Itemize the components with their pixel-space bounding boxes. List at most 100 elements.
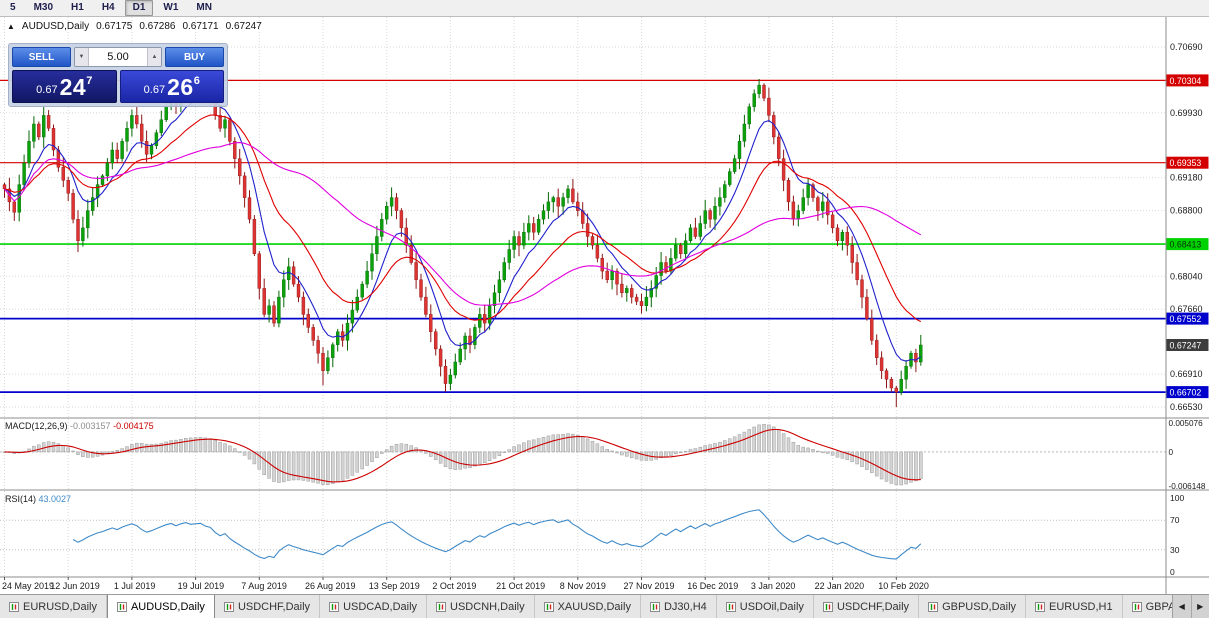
svg-text:2 Oct 2019: 2 Oct 2019 [432, 581, 476, 591]
tab-gbpusd-daily[interactable]: GBPUSD,Daily [919, 595, 1027, 618]
tab-label: GBPAUD,H1 [1145, 600, 1172, 613]
main-chart[interactable]: 0.70690 0.69930 0.69180 0.68800 0.68040 0.676… [0, 17, 1209, 594]
timeframe-button-m30[interactable]: M30 [33, 2, 54, 13]
tab-xauusd-daily[interactable]: XAUUSD,Daily [535, 595, 641, 618]
tab-usdcad-daily[interactable]: USDCAD,Daily [320, 595, 428, 618]
tab-label: DJ30,H4 [663, 600, 707, 613]
tab-eurusd-h1[interactable]: EURUSD,H1 [1026, 595, 1123, 618]
panel-separators [0, 17, 1209, 594]
price-axis: 0.70690 0.69930 0.69180 0.68800 0.68040 0.676… [1166, 42, 1209, 577]
quote-high: 0.67286 [139, 21, 176, 32]
ask-price-prefix: 0.67 [143, 84, 166, 96]
ask-price-pip: 6 [193, 75, 200, 87]
svg-text:13 Sep 2019: 13 Sep 2019 [369, 581, 420, 591]
chart-icon [649, 601, 660, 612]
svg-text:100: 100 [1170, 493, 1184, 503]
moving-average-lines [4, 95, 922, 362]
tab-label: XAUUSD,Daily [557, 600, 631, 613]
chart-icon [543, 601, 554, 612]
svg-text:0: 0 [1169, 448, 1174, 457]
tab-label: EURUSD,Daily [23, 600, 97, 613]
svg-text:26 Aug 2019: 26 Aug 2019 [305, 581, 356, 591]
tabs-scroll-right-button[interactable]: ▶ [1190, 595, 1209, 618]
svg-text:0.70690: 0.70690 [1170, 42, 1203, 52]
volume-input[interactable]: 5.00 [107, 51, 129, 63]
svg-text:0.67660: 0.67660 [1170, 304, 1203, 314]
chart-icon [928, 601, 939, 612]
timeframe-button-h1[interactable]: H1 [71, 2, 84, 13]
svg-text:0.005076: 0.005076 [1169, 419, 1204, 428]
tab-label: USDCNH,Daily [450, 600, 525, 613]
timeframe-button-w1[interactable]: W1 [163, 2, 179, 13]
horizontal-level-lines[interactable] [0, 79, 1166, 394]
svg-text:0.67247: 0.67247 [1170, 341, 1202, 351]
chart-icon [822, 601, 833, 612]
svg-text:0.68800: 0.68800 [1170, 206, 1203, 216]
timeframe-toolbar: 5 M30 H1 H4 D1 W1 MN [0, 0, 1209, 17]
svg-text:0.69930: 0.69930 [1170, 108, 1203, 118]
chart-icon [1035, 601, 1046, 612]
timeframe-button-mn[interactable]: MN [196, 2, 212, 13]
svg-text:0.70304: 0.70304 [1170, 76, 1202, 86]
indicator-labels: MACD(12,26,9) -0.003157 -0.004175 RSI(14)… [5, 421, 154, 504]
tab-label: GBPUSD,Daily [942, 600, 1017, 613]
tab-scroll-buttons: ◀ ▶ [1172, 595, 1209, 618]
svg-text:0.66702: 0.66702 [1170, 388, 1202, 398]
quote-open: 0.67175 [96, 21, 133, 32]
ask-price-digits: 26 [167, 74, 194, 100]
svg-text:0.67552: 0.67552 [1170, 314, 1202, 324]
svg-text:0.68413: 0.68413 [1170, 240, 1202, 250]
svg-text:3 Jan 2020: 3 Jan 2020 [751, 581, 796, 591]
quote-close: 0.67247 [225, 21, 262, 32]
tab-label: AUDUSD,Daily [130, 600, 205, 613]
svg-text:-0.006148: -0.006148 [1169, 482, 1206, 491]
svg-text:7 Aug 2019: 7 Aug 2019 [241, 581, 287, 591]
svg-text:70: 70 [1170, 515, 1180, 525]
svg-text:MACD(12,26,9) -0.003157 -0.004: MACD(12,26,9) -0.003157 -0.004175 [5, 421, 154, 431]
sell-price-button[interactable]: 0.67 24 7 [12, 70, 117, 103]
timeframe-button-d1[interactable]: D1 [124, 0, 154, 16]
svg-text:30: 30 [1170, 545, 1180, 555]
svg-text:0.66910: 0.66910 [1170, 369, 1203, 379]
buy-price-button[interactable]: 0.67 26 6 [119, 70, 224, 103]
rsi-panel [0, 509, 1166, 560]
macd-panel [0, 423, 1166, 486]
tab-usdoil-daily[interactable]: USDOil,Daily [717, 595, 814, 618]
volume-decrease-button[interactable]: ▼ [75, 48, 89, 66]
tab-gbpaud-h1[interactable]: GBPAUD,H1 [1123, 595, 1172, 618]
chart-icon [1131, 601, 1142, 612]
tab-usdchf-daily[interactable]: USDCHF,Daily [215, 595, 321, 618]
tabs-scroll-left-button[interactable]: ◀ [1173, 595, 1191, 618]
tab-dj30-h4[interactable]: DJ30,H4 [641, 595, 717, 618]
bid-price-digits: 24 [59, 74, 87, 100]
chart-icon [116, 601, 127, 612]
tab-usdchf-daily[interactable]: USDCHF,Daily [814, 595, 920, 618]
tab-label: USDCHF,Daily [237, 600, 311, 613]
svg-text:12 Jun 2019: 12 Jun 2019 [50, 581, 100, 591]
tab-label: EURUSD,H1 [1049, 600, 1113, 613]
tab-audusd-daily[interactable]: AUDUSD,Daily [106, 595, 215, 618]
tab-label: USDCAD,Daily [343, 600, 418, 613]
sell-button[interactable]: SELL [12, 47, 71, 67]
svg-text:1 Jul 2019: 1 Jul 2019 [114, 581, 156, 591]
svg-text:0.69353: 0.69353 [1170, 158, 1202, 168]
svg-text:0: 0 [1170, 567, 1175, 577]
timeframe-button-h4[interactable]: H4 [101, 2, 115, 13]
svg-text:RSI(14) 43.0027: RSI(14) 43.0027 [5, 494, 71, 504]
quote-low: 0.67171 [182, 21, 219, 32]
svg-text:27 Nov 2019: 27 Nov 2019 [624, 581, 675, 591]
timeframe-button-5[interactable]: 5 [10, 2, 16, 13]
tab-usdcnh-daily[interactable]: USDCNH,Daily [427, 595, 535, 618]
tab-eurusd-daily[interactable]: EURUSD,Daily [0, 595, 107, 618]
chart-icon [223, 601, 234, 612]
svg-text:19 Jul 2019: 19 Jul 2019 [178, 581, 225, 591]
svg-text:10 Feb 2020: 10 Feb 2020 [878, 581, 929, 591]
svg-text:0.66530: 0.66530 [1170, 402, 1203, 412]
volume-increase-button[interactable]: ▲ [147, 48, 161, 66]
chart-icon [725, 601, 736, 612]
symbol-marker-icon: ▲ [7, 21, 15, 31]
buy-button[interactable]: BUY [165, 47, 224, 67]
chart-icon [329, 601, 340, 612]
price-chart-svg[interactable]: 0.706900.699300.691800.688000.680400.676… [0, 17, 1209, 594]
svg-text:0.69180: 0.69180 [1170, 173, 1203, 183]
